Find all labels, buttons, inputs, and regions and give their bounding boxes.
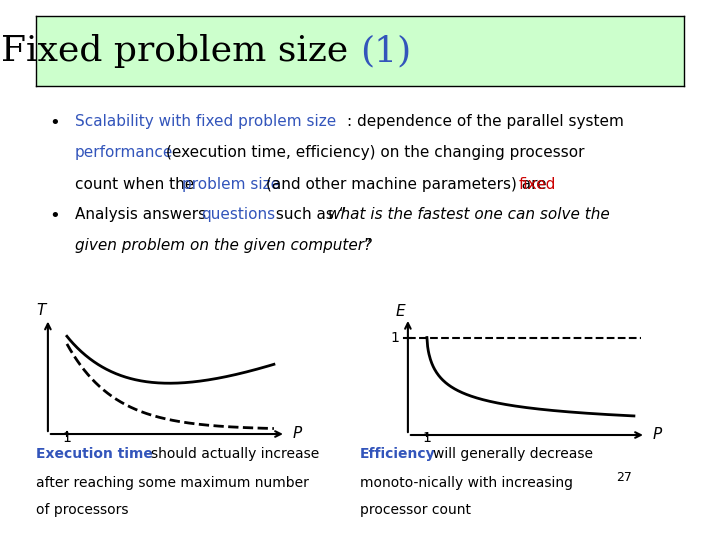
Text: such as “: such as “ [271,207,346,221]
Text: 1: 1 [63,431,71,445]
Text: problem size: problem size [181,177,280,192]
Text: •: • [49,113,60,132]
Text: what is the fastest one can solve the: what is the fastest one can solve the [328,207,609,221]
Text: monoto-nically with increasing: monoto-nically with increasing [360,476,577,490]
Text: fixed: fixed [518,177,556,192]
Text: •: • [49,207,60,225]
Text: will generally decrease: will generally decrease [433,447,593,461]
Text: 27: 27 [616,471,632,484]
Text: T: T [36,303,45,319]
Text: Efficiency: Efficiency [360,447,436,461]
Text: Fixed problem size: Fixed problem size [1,35,360,68]
Text: Scalability with fixed problem size: Scalability with fixed problem size [75,113,336,129]
Text: ”: ” [364,238,371,253]
Text: of processors: of processors [36,503,128,517]
Text: (execution time, efficiency) on the changing processor: (execution time, efficiency) on the chan… [166,145,584,160]
Text: should actually increase: should actually increase [151,447,320,461]
Text: (and other machine parameters) are: (and other machine parameters) are [266,177,552,192]
Text: after reaching some maximum number: after reaching some maximum number [36,476,309,490]
Text: Execution time: Execution time [36,447,153,461]
Text: performance: performance [75,145,174,160]
Text: Analysis answers: Analysis answers [75,207,211,221]
Text: : dependence of the parallel system: : dependence of the parallel system [347,113,624,129]
Text: questions: questions [202,207,275,221]
Text: P: P [653,427,662,442]
Text: P: P [293,427,302,441]
Text: 1: 1 [390,330,400,345]
Text: processor count: processor count [360,503,471,517]
Text: count when the: count when the [75,177,199,192]
Text: 1: 1 [423,431,431,445]
Text: (1): (1) [360,35,411,68]
Text: E: E [396,304,405,319]
Text: given problem on the given computer?: given problem on the given computer? [75,238,372,253]
